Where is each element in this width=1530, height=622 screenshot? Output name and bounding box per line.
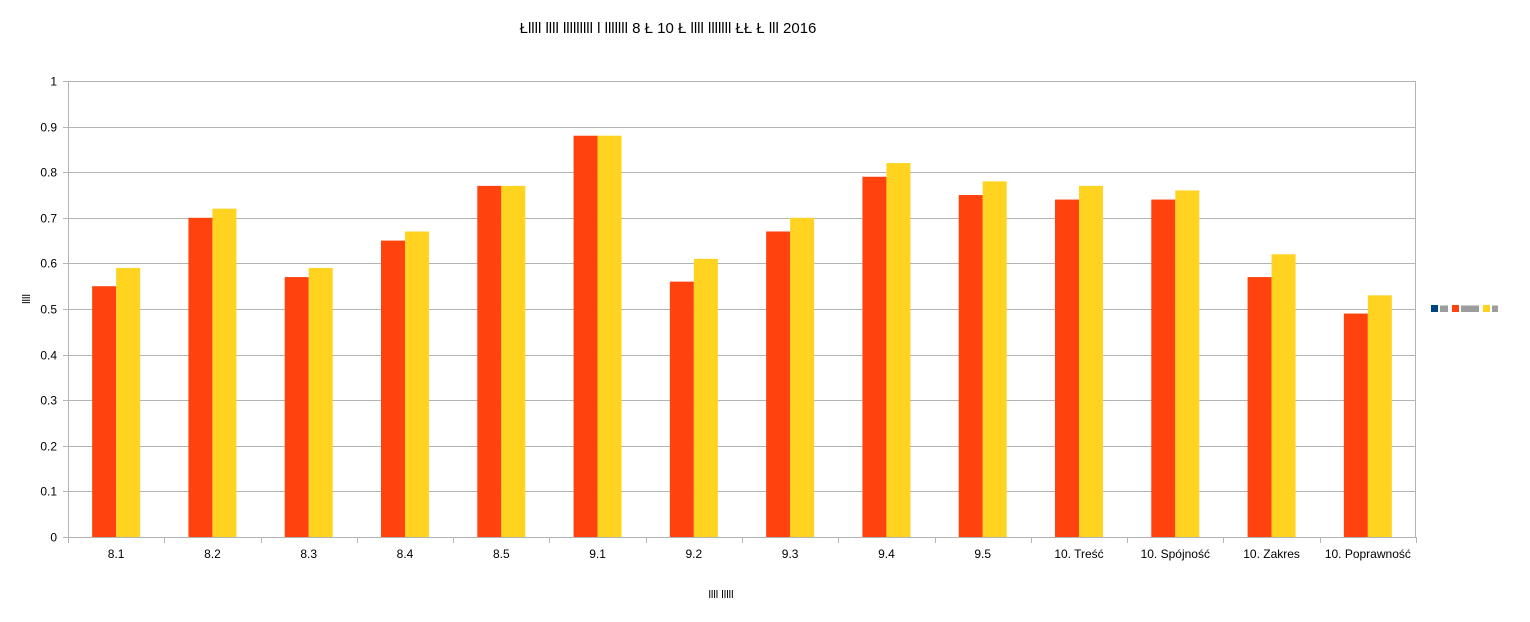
legend-label: lll (1492, 304, 1498, 314)
y-tick-label: 0.5 (40, 303, 57, 317)
legend: llll lllllllll lll (1431, 304, 1498, 314)
x-tick-label: 10. Treść (1054, 547, 1103, 561)
bar (573, 135, 598, 537)
bar (1079, 185, 1103, 537)
x-tick-label: 10. Spójność (1141, 547, 1210, 561)
bar (886, 163, 911, 537)
axes: 0 0.1 0.2 0.3 0.4 0.5 0.6 0.7 0.8 0.9 1 8.1 8.2 8.3 8.… (40, 75, 1417, 561)
y-tick-label: 0.4 (40, 349, 57, 363)
y-tick-label: 1 (50, 75, 57, 89)
bar (766, 231, 791, 538)
y-tick-label: 0 (50, 531, 57, 545)
bar (1151, 199, 1176, 537)
x-tick-label: 8.2 (204, 547, 221, 561)
x-tick-label: 8.5 (493, 547, 510, 561)
y-tick-label: 0.3 (40, 394, 57, 408)
bar (790, 217, 815, 538)
x-axis-label: llll lllll (708, 589, 733, 601)
bar (669, 281, 694, 537)
bar (405, 231, 429, 538)
bar (958, 195, 983, 537)
y-tick-label: 0.8 (40, 166, 57, 180)
bar (1367, 295, 1392, 537)
bar (501, 185, 526, 537)
bar (381, 240, 405, 537)
x-tick-label: 8.3 (300, 547, 317, 561)
gridlines (68, 81, 1416, 538)
x-tick-label: 8.4 (397, 547, 414, 561)
bars (92, 135, 1392, 538)
y-axis-label: llll (21, 294, 33, 304)
bar (116, 267, 141, 537)
bar (1271, 254, 1296, 537)
bar (284, 277, 309, 537)
legend-label: llll (1440, 304, 1448, 314)
legend-swatch (1452, 305, 1459, 312)
bar (1175, 190, 1200, 537)
x-tick-label: 10. Poprawność (1325, 547, 1411, 561)
x-tick-label: 8.1 (108, 547, 125, 561)
bar (212, 208, 237, 537)
bar (1247, 277, 1272, 537)
x-tick-label: 10. Zakres (1243, 547, 1300, 561)
x-tick-label: 9.3 (782, 547, 799, 561)
bar (982, 181, 1007, 537)
legend-swatch (1431, 305, 1438, 312)
y-tick-label: 0.6 (40, 257, 57, 271)
chart-title: Łllll llll lllllllll l lllllll 8 Ł 10 Ł … (520, 20, 817, 37)
bar (92, 286, 117, 537)
y-tick-label: 0.9 (40, 121, 57, 135)
bar (188, 217, 213, 538)
bar (1055, 199, 1079, 537)
bar (308, 267, 333, 537)
bar (597, 135, 622, 537)
bar (1343, 313, 1368, 537)
bar (477, 185, 502, 537)
x-tick-label: 9.4 (878, 547, 895, 561)
y-tick-label: 0.2 (40, 440, 57, 454)
x-tick-label: 9.5 (974, 547, 991, 561)
bar (693, 258, 718, 537)
legend-swatch (1483, 305, 1490, 312)
x-tick-label: 9.2 (686, 547, 703, 561)
bar (862, 176, 887, 537)
x-tick-label: 9.1 (589, 547, 606, 561)
y-tick-label: 0.1 (40, 485, 57, 499)
legend-label: lllllllll (1461, 304, 1479, 314)
y-tick-label: 0.7 (40, 212, 57, 226)
